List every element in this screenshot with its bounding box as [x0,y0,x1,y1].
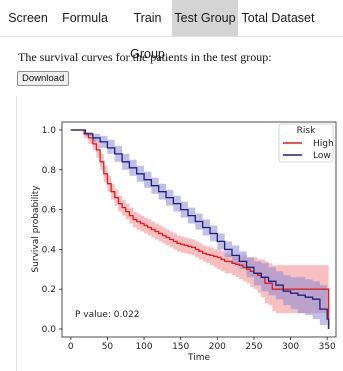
x-tick-label: 50 [102,342,114,352]
tab-train-group[interactable]: Train Group [114,0,172,61]
legend-label-high: High [313,139,334,149]
x-tick-label: 350 [319,342,336,352]
y-tick-label: 0.4 [42,245,57,255]
legend-box [278,123,334,163]
tab-bar: Screen Formula Train Group Test Group To… [0,0,343,61]
y-axis: 0.0 0.2 0.4 0.6 0.8 1.0 [42,126,62,335]
y-tick-label: 0.6 [42,206,57,216]
tab-screen[interactable]: Screen [8,11,48,25]
x-axis-label: Time [187,353,210,363]
tab-formula[interactable]: Formula [62,11,108,25]
x-tick-label: 250 [245,342,262,352]
y-tick-label: 1.0 [42,126,57,136]
content-divider [16,96,17,371]
ci-band-low [70,130,329,329]
plot-frame [61,121,337,338]
tab-train-group-label: Train Group [130,11,165,61]
x-tick-label: 300 [282,342,299,352]
legend: Risk High Low [278,123,334,163]
survival-lines [70,129,330,329]
description-text: The survival curves for the patients in … [18,50,272,64]
y-axis-label: Survival probability [31,185,41,273]
x-tick-label: 200 [209,342,226,352]
y-tick-label: 0.2 [42,285,56,295]
tab-test-group[interactable]: Test Group [172,0,238,36]
download-button[interactable]: Download [17,71,70,86]
y-tick-label: 0.0 [42,325,57,335]
survival-line-low [70,129,330,329]
legend-title: Risk [297,126,316,136]
legend-label-low: Low [313,151,331,161]
x-tick-label: 150 [172,342,189,352]
y-tick-label: 0.8 [42,166,57,176]
x-tick-label: 100 [135,342,152,352]
tab-total-dataset[interactable]: Total Dataset [241,11,315,25]
x-tick-label: 0 [68,342,74,352]
confidence-bands [70,130,329,329]
x-axis: 0 50 100 150 200 250 300 350 [68,337,336,352]
p-value-annotation: P value: 0.022 [75,310,140,320]
